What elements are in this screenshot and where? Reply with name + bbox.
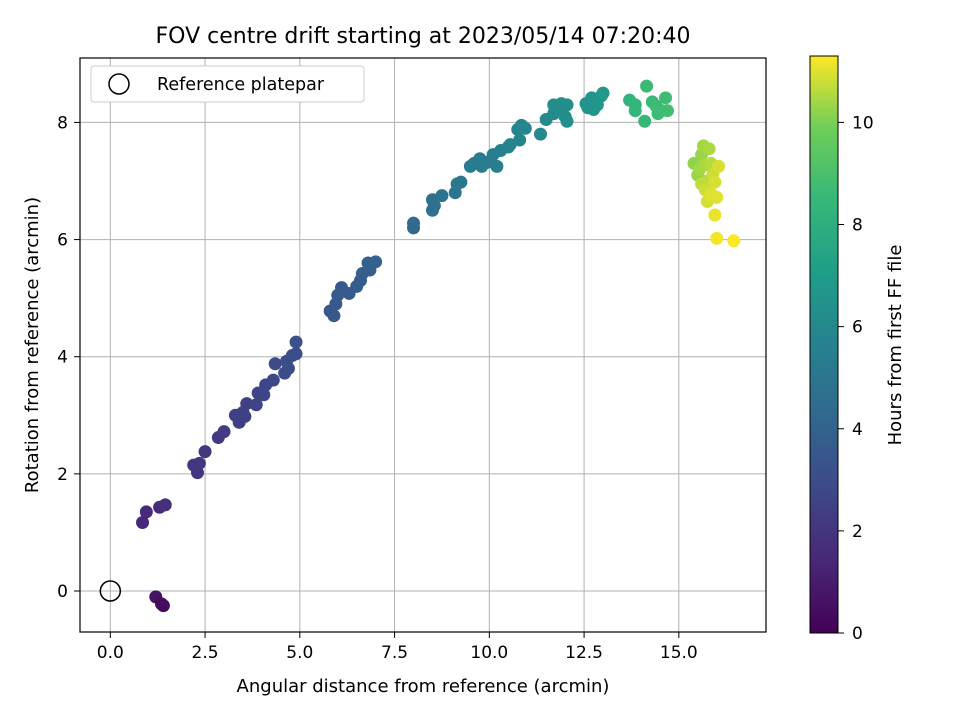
x-tick-label: 0.0: [97, 643, 124, 663]
data-point: [427, 199, 441, 213]
data-point: [712, 159, 726, 173]
x-tick-label: 2.5: [192, 643, 219, 663]
y-axis-label: Rotation from reference (arcmin): [22, 197, 43, 493]
data-point: [139, 505, 153, 519]
colorbar-tick-label: 2: [852, 522, 863, 542]
y-axis-ticks: 0 2 4 6 8: [57, 113, 80, 602]
data-point: [327, 309, 341, 323]
chart-title: FOV centre drift starting at 2023/05/14 …: [156, 24, 691, 49]
colorbar-tick-label: 8: [852, 216, 863, 236]
data-point: [533, 127, 547, 141]
data-point: [727, 234, 741, 248]
data-point: [136, 515, 150, 529]
data-point: [192, 456, 206, 470]
colorbar-ticks: 0 2 4 6 8 10: [838, 113, 874, 644]
y-tick-label: 6: [57, 231, 68, 251]
x-tick-label: 10.0: [470, 643, 508, 663]
data-point: [560, 114, 574, 128]
y-tick-label: 8: [57, 113, 68, 133]
data-point: [513, 133, 527, 147]
data-point: [660, 104, 674, 118]
data-point: [289, 335, 303, 349]
reference-marker: [99, 580, 122, 602]
data-point: [490, 159, 504, 173]
data-point: [268, 357, 282, 371]
legend-label: Reference platepar: [157, 75, 325, 95]
data-point: [240, 397, 254, 411]
x-tick-label: 5.0: [286, 643, 313, 663]
plot-frame: [79, 57, 767, 633]
data-point: [560, 98, 574, 112]
grid: [80, 58, 766, 632]
x-tick-label: 15.0: [660, 643, 698, 663]
colorbar-tick-label: 4: [852, 420, 863, 440]
data-point: [708, 175, 722, 189]
data-point: [640, 79, 654, 93]
data-point: [518, 121, 532, 135]
y-tick-label: 4: [57, 348, 68, 368]
colorbar-tick-label: 0: [852, 624, 863, 644]
data-point: [454, 175, 468, 189]
colorbar-tick-label: 6: [852, 318, 863, 338]
data-point: [407, 216, 421, 230]
data-point: [266, 373, 280, 387]
data-point: [249, 398, 263, 412]
data-point: [198, 445, 212, 459]
data-point: [710, 190, 724, 204]
data-point: [369, 255, 383, 269]
data-point: [638, 114, 652, 128]
data-point: [708, 208, 722, 222]
legend-open-circle-icon: [108, 73, 130, 95]
x-axis-ticks: 0.0 2.5 5.0 7.5 10.0 12.5 15.0: [97, 632, 698, 663]
data-point: [289, 347, 303, 361]
legend: Reference platepar: [90, 65, 365, 103]
data-point: [702, 142, 716, 156]
reference-point: [99, 580, 122, 602]
x-tick-label: 7.5: [381, 643, 408, 663]
data-point: [158, 498, 172, 512]
data-point: [217, 425, 231, 439]
colorbar: [809, 55, 839, 634]
scatter-points: [136, 79, 741, 613]
data-point: [238, 409, 252, 423]
data-point: [628, 104, 642, 118]
data-point: [710, 231, 724, 245]
x-tick-label: 12.5: [565, 643, 603, 663]
data-point: [154, 597, 168, 611]
legend-box: [90, 65, 365, 103]
x-axis-label: Angular distance from reference (arcmin): [237, 676, 610, 697]
data-point: [257, 388, 271, 402]
colorbar-label: Hours from first FF file: [885, 245, 906, 446]
data-point: [596, 86, 610, 100]
colorbar-tick-label: 10: [852, 113, 874, 133]
data-point: [659, 91, 673, 105]
y-tick-label: 0: [57, 582, 68, 602]
y-tick-label: 2: [57, 465, 68, 485]
data-point: [435, 189, 449, 203]
